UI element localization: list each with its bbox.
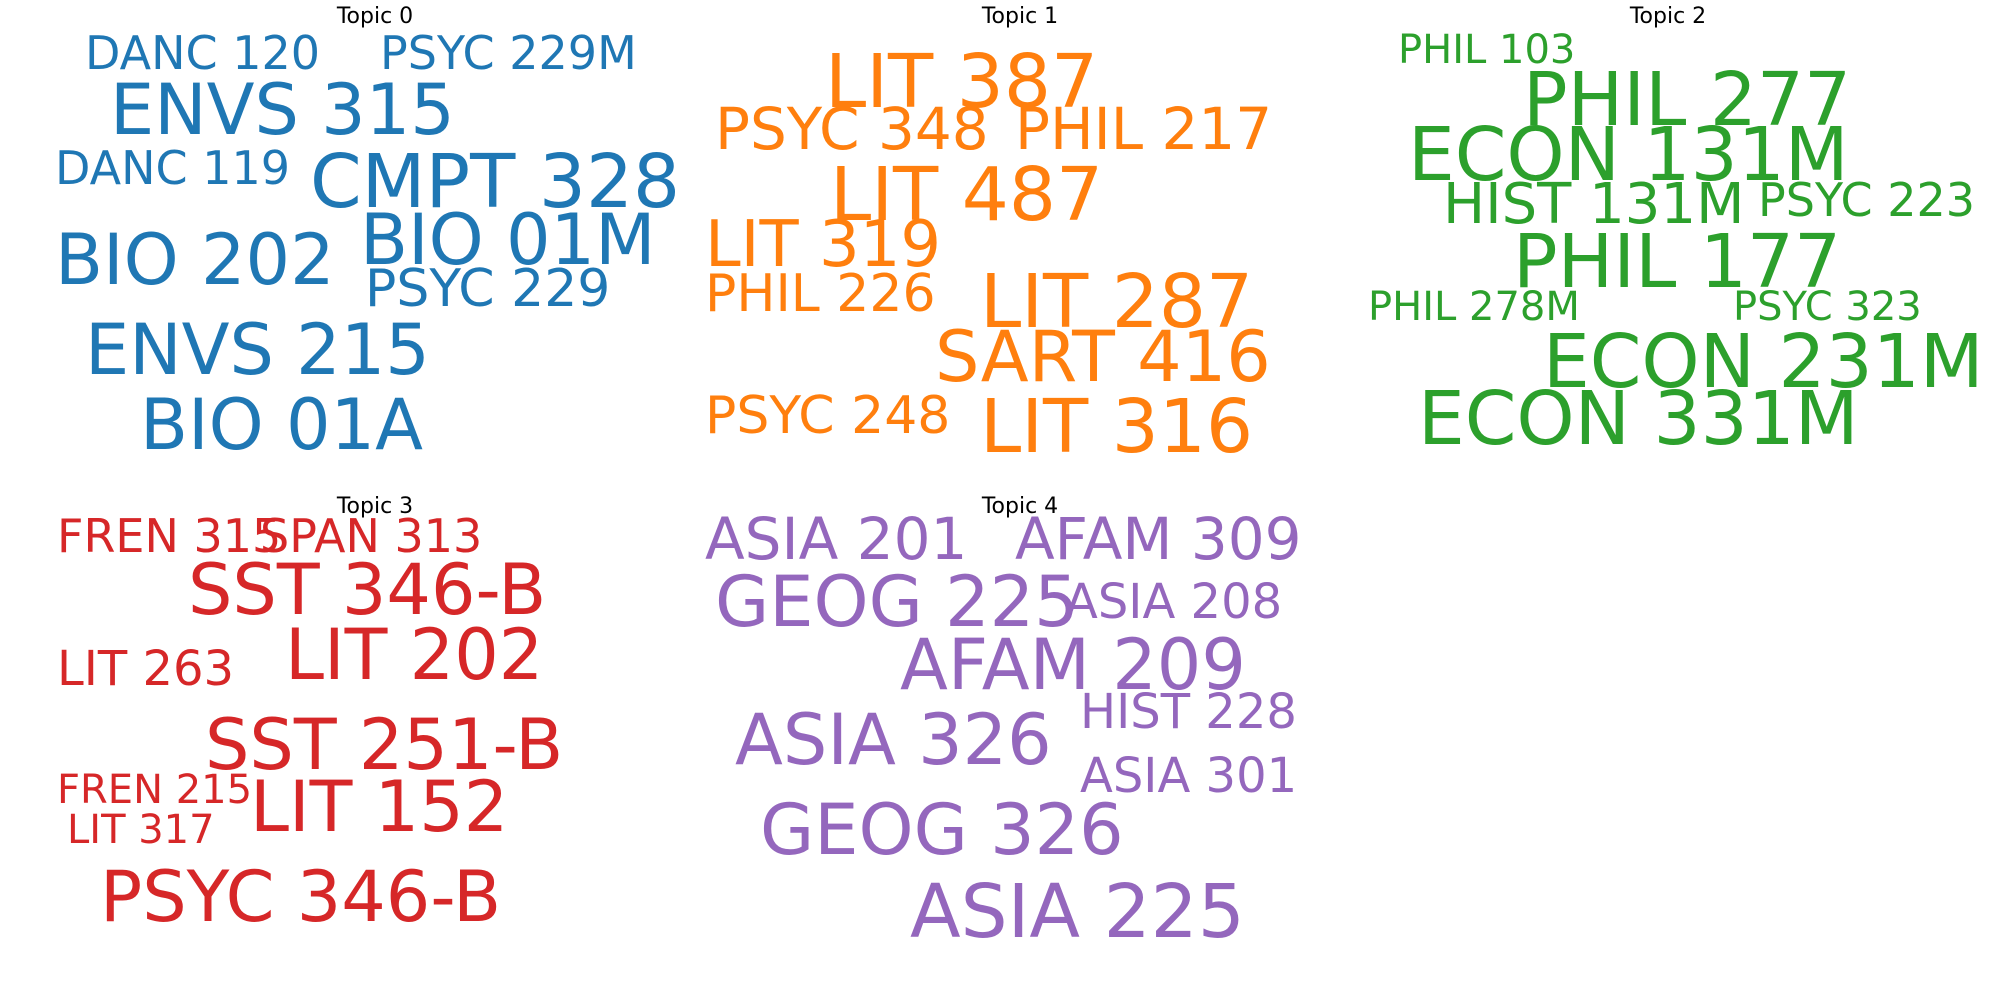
word: AFAM 209 — [900, 624, 1246, 706]
word: ENVS 315 — [110, 69, 455, 151]
word: PHIL 226 — [705, 264, 936, 324]
word: LIT 287 — [980, 259, 1254, 345]
wordcloud-topic-4: Topic 4 ASIA 201 AFAM 309 GEOG 225 ASIA … — [700, 490, 1340, 960]
word: LIT 487 — [830, 152, 1104, 238]
word: GEOG 225 — [715, 561, 1079, 643]
word: DANC 119 — [55, 141, 291, 195]
word: PSYC 323 — [1733, 284, 1922, 330]
word: BIO 01M — [360, 199, 656, 281]
word: AFAM 309 — [1015, 505, 1302, 573]
word: PHIL 217 — [1015, 95, 1273, 163]
topic-title: Topic 3 — [336, 494, 414, 519]
word: BIO 202 — [55, 219, 335, 301]
word: PHIL 103 — [1398, 27, 1576, 73]
word: PHIL 278M — [1368, 284, 1580, 330]
word: PSYC 248 — [705, 386, 951, 446]
word: ASIA 326 — [735, 699, 1052, 781]
topic-title: Topic 2 — [1629, 4, 1707, 29]
word: SART 416 — [935, 316, 1271, 398]
wordcloud-topic-1: Topic 1 LIT 387 PSYC 348 PHIL 217 LIT 48… — [700, 0, 1340, 470]
word: ASIA 208 — [1065, 574, 1283, 630]
word: LIT 316 — [980, 384, 1254, 470]
topic-title: Topic 0 — [336, 4, 414, 29]
word: PHIL 277 — [1523, 57, 1852, 143]
word: ENVS 215 — [85, 309, 430, 391]
word: BIO 01A — [140, 384, 423, 466]
word: HIST 228 — [1080, 684, 1297, 740]
word: HIST 131M — [1443, 172, 1745, 237]
word: LIT 152 — [250, 766, 509, 848]
word: PSYC 346-B — [100, 856, 502, 938]
word: ASIA 201 — [705, 505, 968, 573]
word: PSYC 348 — [715, 95, 989, 163]
word: ASIA 225 — [910, 869, 1245, 955]
topic-title: Topic 4 — [981, 494, 1059, 519]
word: FREN 315 — [57, 509, 282, 563]
word: ECON 231M — [1543, 319, 1984, 405]
word: FREN 215 — [57, 767, 253, 813]
word: LIT 317 — [67, 807, 215, 853]
topic-title: Topic 1 — [981, 4, 1059, 29]
word: GEOG 326 — [760, 789, 1124, 871]
word: SST 251-B — [205, 704, 564, 786]
word: ASIA 301 — [1080, 748, 1298, 804]
word: SPAN 313 — [260, 509, 483, 563]
word: CMPT 328 — [310, 139, 681, 225]
word: PSYC 229 — [365, 259, 611, 319]
word: LIT 263 — [57, 641, 235, 697]
wordcloud-topic-0: Topic 0 DANC 120 PSYC 229M ENVS 315 DANC… — [55, 0, 695, 470]
word: SST 346-B — [188, 549, 547, 631]
wordcloud-topic-3: Topic 3 FREN 315 SPAN 313 SST 346-B LIT … — [55, 490, 695, 960]
word: PSYC 229M — [380, 26, 637, 80]
word: DANC 120 — [85, 26, 321, 80]
word: LIT 319 — [705, 208, 942, 282]
word: LIT 202 — [285, 614, 544, 696]
word: PHIL 177 — [1513, 219, 1842, 305]
word: ECON 131M — [1408, 112, 1849, 198]
wordcloud-topic-2: Topic 2 PHIL 103 PHIL 277 ECON 131M HIST… — [1348, 0, 1988, 470]
word: PSYC 223 — [1758, 173, 1976, 227]
word: ECON 331M — [1418, 376, 1859, 462]
word: LIT 387 — [825, 39, 1099, 125]
